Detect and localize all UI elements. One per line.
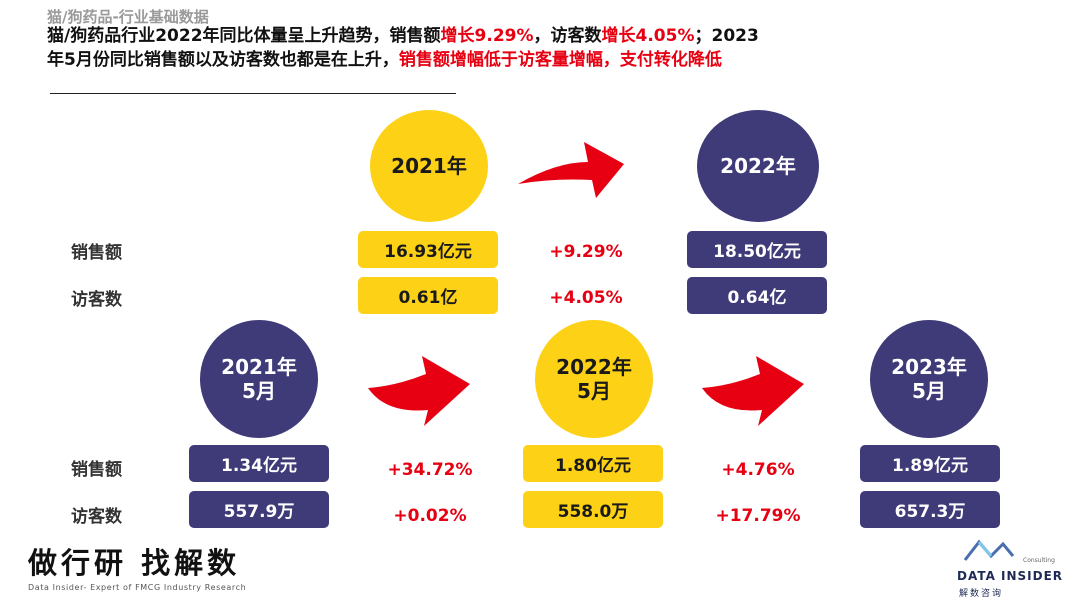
value-2023-may-sales: 1.89亿元 (860, 445, 1000, 482)
arrow-may-22-23-icon (702, 356, 804, 426)
header-divider (50, 93, 456, 94)
row-label-sales: 销售额 (71, 243, 122, 263)
headline-highlight-visitors: 增长4.05% (601, 26, 695, 46)
headline-text: 猫/狗药品行业2022年同比体量呈上升趋势，销售额 (47, 26, 441, 46)
headline-text: 年5月份同比销售额以及访客数也都是在上升， (47, 50, 399, 70)
circle-2023-may-label: 2023年 5月 (891, 355, 967, 403)
circle-2021-may-month: 5月 (242, 379, 276, 403)
footer-slogan-sub: Data Insider- Expert of FMCG Industry Re… (28, 583, 247, 592)
circle-2023-may: 2023年 5月 (870, 320, 988, 438)
circle-2021-label: 2021年 (391, 154, 467, 178)
circle-2021-may-label: 2021年 5月 (221, 355, 297, 403)
circle-2022-may: 2022年 5月 (535, 320, 653, 438)
value-2021-sales: 16.93亿元 (358, 231, 498, 268)
value-2021-visitors: 0.61亿 (358, 277, 498, 314)
logo-cn: 解数咨询 (959, 589, 1004, 599)
logo-name: DATA INSIDER (957, 569, 1064, 583)
circle-2022: 2022年 (697, 110, 819, 222)
growth-may-22-23-sales: +4.76% (721, 460, 795, 480)
growth-annual-visitors: +4.05% (549, 288, 623, 308)
circle-2021-may: 2021年 5月 (200, 320, 318, 438)
value-2022-may-visitors: 558.0万 (523, 491, 663, 528)
circle-2022-label: 2022年 (720, 154, 796, 178)
circle-2022-may-year: 2022年 (556, 355, 632, 379)
footer-slogan: 做行研 找解数 (28, 546, 241, 580)
value-2022-visitors: 0.64亿 (687, 277, 827, 314)
circle-2021-may-year: 2021年 (221, 355, 297, 379)
row-label-visitors: 访客数 (71, 290, 122, 310)
value-2021-may-sales: 1.34亿元 (189, 445, 329, 482)
circle-2022-may-month: 5月 (577, 379, 611, 403)
page-headline: 猫/狗药品行业2022年同比体量呈上升趋势，销售额增长9.29%，访客数增长4.… (47, 24, 1047, 72)
headline-text: ，访客数 (533, 26, 602, 46)
headline-highlight-sales: 增长9.29% (440, 26, 534, 46)
growth-annual-sales: +9.29% (549, 242, 623, 262)
growth-may-22-23-visitors: +17.79% (715, 506, 801, 526)
circle-2023-may-year: 2023年 (891, 355, 967, 379)
growth-may-21-22-visitors: +0.02% (393, 506, 467, 526)
value-2023-may-visitors: 657.3万 (860, 491, 1000, 528)
headline-text: ；2023 (694, 26, 759, 46)
arrow-annual-icon (518, 142, 624, 198)
logo-mark-icon (963, 539, 1015, 561)
value-2022-may-sales: 1.80亿元 (523, 445, 663, 482)
value-2021-may-visitors: 557.9万 (189, 491, 329, 528)
headline-highlight-conclusion: 销售额增幅低于访客量增幅，支付转化降低 (398, 50, 722, 70)
growth-may-21-22-sales: +34.72% (387, 460, 473, 480)
value-2022-sales: 18.50亿元 (687, 231, 827, 268)
row-label-visitors-may: 访客数 (71, 507, 122, 527)
data-insider-logo: Consulting DATA INSIDER 解数咨询 (955, 538, 1070, 602)
circle-2023-may-month: 5月 (912, 379, 946, 403)
circle-2021: 2021年 (370, 110, 488, 222)
page-subtitle: 猫/狗药品-行业基础数据 (47, 8, 209, 26)
row-label-sales-may: 销售额 (71, 460, 122, 480)
arrow-may-21-22-icon (368, 356, 470, 426)
logo-consulting: Consulting (1023, 557, 1055, 564)
circle-2022-may-label: 2022年 5月 (556, 355, 632, 403)
